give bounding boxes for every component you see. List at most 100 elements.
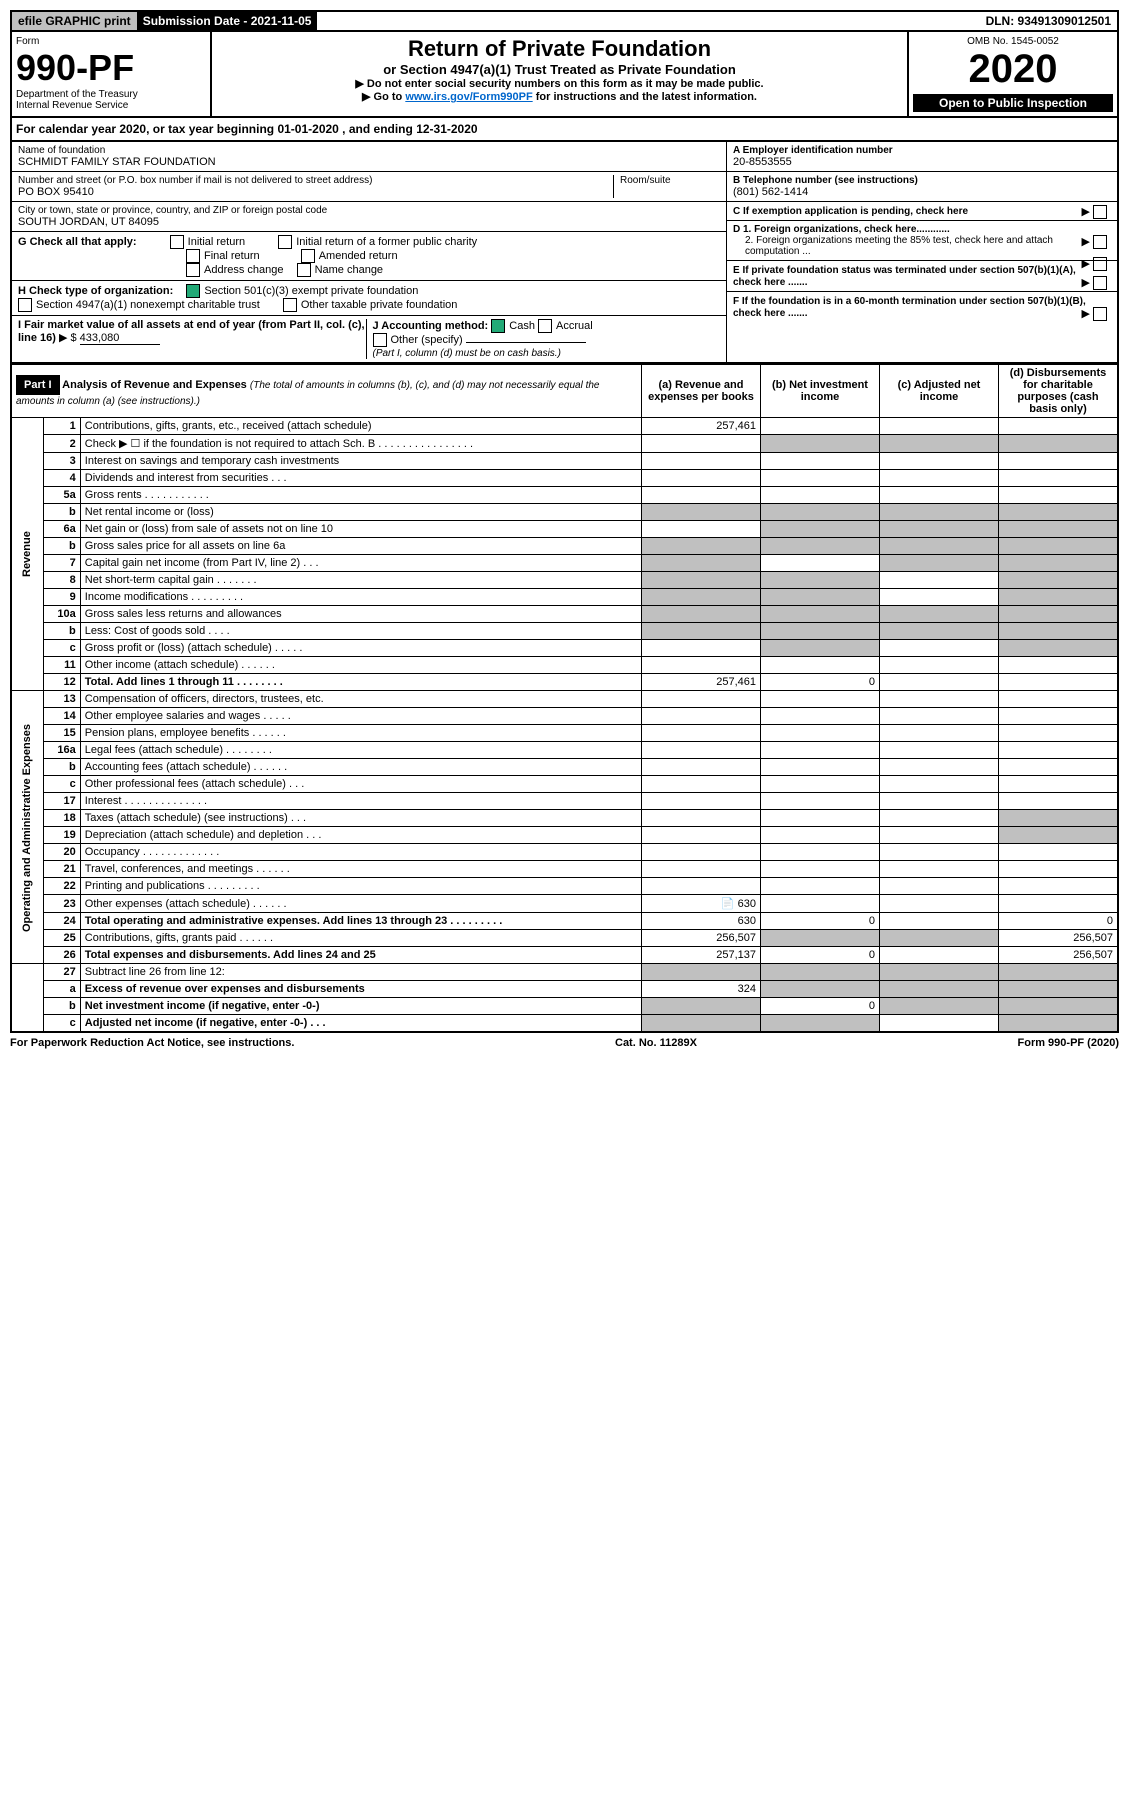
- cell-col-c: [880, 640, 999, 657]
- row-description: Net short-term capital gain . . . . . . …: [80, 572, 641, 589]
- chk-c[interactable]: [1093, 205, 1107, 219]
- table-row: 27Subtract line 26 from line 12:: [11, 964, 1118, 981]
- chk-amended[interactable]: [301, 249, 315, 263]
- chk-other-acct[interactable]: [373, 333, 387, 347]
- cell-col-c: [880, 606, 999, 623]
- cell-col-d: [999, 878, 1119, 895]
- cell-col-c: [880, 793, 999, 810]
- cell-col-a: [642, 435, 761, 453]
- cell-col-d: [999, 504, 1119, 521]
- table-row: 17Interest . . . . . . . . . . . . . .: [11, 793, 1118, 810]
- row-number: b: [43, 759, 80, 776]
- row-description: Net gain or (loss) from sale of assets n…: [80, 521, 641, 538]
- cell-col-b: [761, 657, 880, 674]
- opt-4947: Section 4947(a)(1) nonexempt charitable …: [36, 299, 260, 311]
- part1-title: Analysis of Revenue and Expenses: [62, 379, 247, 391]
- chk-cash[interactable]: [491, 319, 505, 333]
- cell-col-b: [761, 981, 880, 998]
- cell-col-b: 0: [761, 913, 880, 930]
- cell-col-b: [761, 487, 880, 504]
- cell-col-b: [761, 504, 880, 521]
- cell-col-b: [761, 759, 880, 776]
- row-description: Subtract line 26 from line 12:: [80, 964, 641, 981]
- row-description: Travel, conferences, and meetings . . . …: [80, 861, 641, 878]
- cell-col-b: [761, 470, 880, 487]
- cell-col-a: [642, 487, 761, 504]
- phone-value: (801) 562-1414: [733, 186, 1111, 198]
- row-number: 9: [43, 589, 80, 606]
- cell-col-c: [880, 964, 999, 981]
- chk-d1[interactable]: [1093, 235, 1107, 249]
- cell-col-c: [880, 861, 999, 878]
- fmv-value: 433,080: [80, 332, 160, 345]
- cell-col-b: [761, 589, 880, 606]
- row-number: 1: [43, 418, 80, 435]
- chk-other-tax[interactable]: [283, 298, 297, 312]
- footer-right: Form 990-PF (2020): [1018, 1037, 1119, 1049]
- phone-label: B Telephone number (see instructions): [733, 175, 1111, 186]
- table-row: 12Total. Add lines 1 through 11 . . . . …: [11, 674, 1118, 691]
- chk-d2[interactable]: [1093, 257, 1107, 271]
- row-number: 3: [43, 453, 80, 470]
- opt-accrual: Accrual: [556, 320, 593, 332]
- opt-name: Name change: [315, 264, 384, 276]
- c-label: C If exemption application is pending, c…: [733, 206, 968, 217]
- efile-label[interactable]: efile GRAPHIC print: [12, 12, 137, 30]
- irs-label: Internal Revenue Service: [16, 100, 206, 111]
- chk-f[interactable]: [1093, 307, 1107, 321]
- revenue-section-label: Revenue: [11, 418, 43, 691]
- form-subtitle: or Section 4947(a)(1) Trust Treated as P…: [216, 62, 903, 77]
- chk-final[interactable]: [186, 249, 200, 263]
- cell-col-d: [999, 487, 1119, 504]
- row-description: Gross sales price for all assets on line…: [80, 538, 641, 555]
- row-number: 27: [43, 964, 80, 981]
- row-number: b: [43, 998, 80, 1015]
- chk-e[interactable]: [1093, 276, 1107, 290]
- cell-col-d: [999, 657, 1119, 674]
- cell-col-d: [999, 623, 1119, 640]
- form-number: 990-PF: [16, 47, 206, 89]
- open-public: Open to Public Inspection: [913, 94, 1113, 112]
- j-note: (Part I, column (d) must be on cash basi…: [373, 348, 561, 359]
- cell-col-c: [880, 725, 999, 742]
- f-label: F If the foundation is in a 60-month ter…: [733, 296, 1086, 319]
- row-number: b: [43, 504, 80, 521]
- chk-accrual[interactable]: [538, 319, 552, 333]
- opex-section-label: Operating and Administrative Expenses: [11, 691, 43, 964]
- chk-501c3[interactable]: [186, 284, 200, 298]
- row-description: Printing and publications . . . . . . . …: [80, 878, 641, 895]
- cell-col-b: [761, 964, 880, 981]
- cell-col-c: [880, 691, 999, 708]
- cell-col-d: [999, 742, 1119, 759]
- cell-col-d: 256,507: [999, 930, 1119, 947]
- cell-col-a: [642, 827, 761, 844]
- cell-col-c: [880, 504, 999, 521]
- chk-initial-former[interactable]: [278, 235, 292, 249]
- row-number: 4: [43, 470, 80, 487]
- table-row: bLess: Cost of goods sold . . . .: [11, 623, 1118, 640]
- cell-col-b: [761, 742, 880, 759]
- table-row: 5aGross rents . . . . . . . . . . .: [11, 487, 1118, 504]
- row-description: Total. Add lines 1 through 11 . . . . . …: [80, 674, 641, 691]
- row-number: 2: [43, 435, 80, 453]
- row-description: Contributions, gifts, grants paid . . . …: [80, 930, 641, 947]
- irs-link[interactable]: www.irs.gov/Form990PF: [405, 91, 532, 103]
- chk-name[interactable]: [297, 263, 311, 277]
- cell-col-d: [999, 640, 1119, 657]
- attach-icon[interactable]: 📄: [721, 898, 735, 910]
- chk-4947[interactable]: [18, 298, 32, 312]
- cell-col-d: [999, 521, 1119, 538]
- cell-col-d: [999, 1015, 1119, 1033]
- row-description: Gross rents . . . . . . . . . . .: [80, 487, 641, 504]
- cell-col-a: [642, 725, 761, 742]
- row-number: 17: [43, 793, 80, 810]
- cell-col-c: [880, 470, 999, 487]
- row-description: Pension plans, employee benefits . . . .…: [80, 725, 641, 742]
- cell-col-b: [761, 521, 880, 538]
- cell-col-b: [761, 572, 880, 589]
- col-d-header: (d) Disbursements for charitable purpose…: [999, 364, 1119, 418]
- chk-address[interactable]: [186, 263, 200, 277]
- chk-initial[interactable]: [170, 235, 184, 249]
- row-description: Total operating and administrative expen…: [80, 913, 641, 930]
- cell-col-b: [761, 895, 880, 913]
